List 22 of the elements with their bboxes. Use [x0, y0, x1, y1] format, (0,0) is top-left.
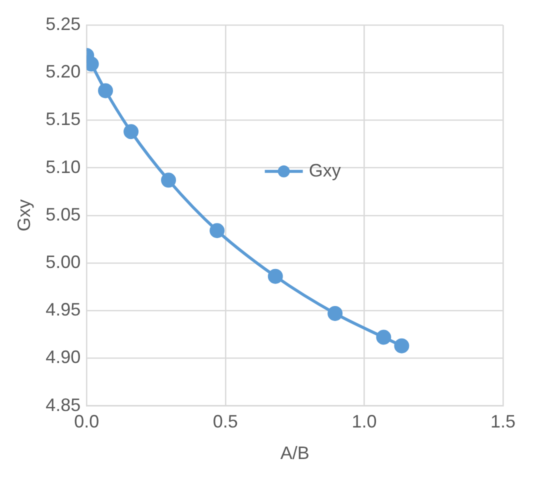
point — [394, 338, 410, 354]
point — [210, 223, 225, 238]
y-tick-label: 5.05 — [46, 204, 81, 224]
point — [161, 172, 176, 188]
x-tick-label: 1.5 — [490, 412, 516, 432]
legend-label: Gxy — [308, 160, 341, 180]
point — [268, 268, 283, 284]
x-tick-label: 1.0 — [352, 412, 377, 432]
y-tick-label: 5.10 — [46, 156, 81, 177]
y-tick-label: 5.25 — [46, 14, 81, 34]
point — [124, 124, 139, 140]
y-tick-label: 5.20 — [46, 62, 81, 82]
y-axis-title: Gxy — [14, 199, 34, 232]
y-tick-label: 5.15 — [46, 109, 81, 130]
y-tick-label: 5.00 — [46, 252, 81, 272]
point — [376, 330, 392, 345]
y-tick-label: 4.95 — [46, 300, 81, 320]
y-tick-label: 4.90 — [46, 347, 81, 368]
x-axis-title: A/B — [280, 443, 310, 464]
x-tick-label: 0.5 — [212, 412, 238, 432]
point — [98, 83, 114, 98]
point — [328, 306, 343, 321]
